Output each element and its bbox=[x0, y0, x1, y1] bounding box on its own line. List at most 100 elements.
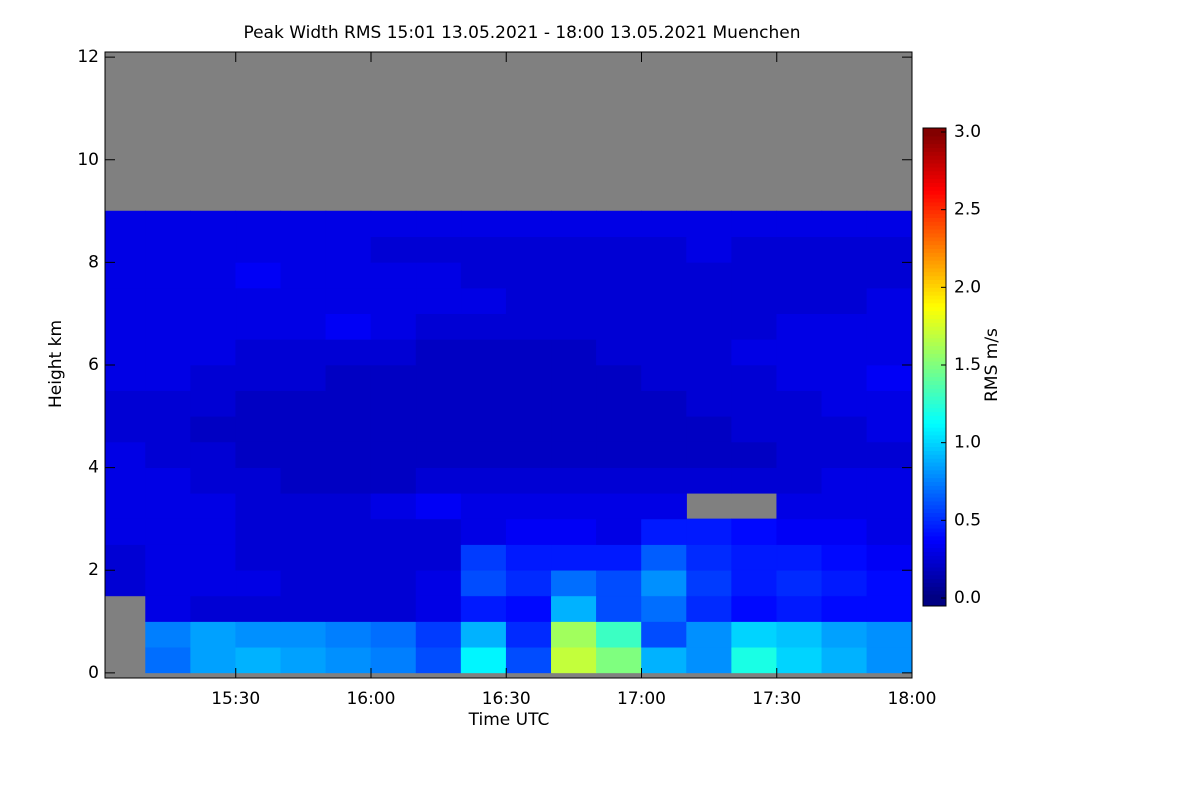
heatmap-cell bbox=[104, 262, 146, 289]
colorbar-segment bbox=[923, 582, 946, 587]
heatmap-cell bbox=[190, 492, 237, 520]
heatmap-cell bbox=[686, 236, 732, 263]
heatmap-cell bbox=[145, 621, 191, 648]
heatmap-cell bbox=[370, 595, 417, 622]
colorbar-segment bbox=[923, 458, 946, 463]
colorbar-segment bbox=[923, 267, 946, 273]
heatmap-cell bbox=[415, 364, 462, 391]
colorbar-segment bbox=[923, 361, 946, 366]
heatmap-cell bbox=[104, 569, 146, 597]
heatmap-cell bbox=[370, 390, 417, 417]
heatmap-cell bbox=[415, 646, 462, 674]
heatmap-cell bbox=[325, 262, 372, 289]
heatmap-cell bbox=[641, 646, 687, 674]
heatmap-cell bbox=[596, 467, 642, 494]
heatmap-cell bbox=[686, 339, 732, 366]
colorbar-segment bbox=[923, 446, 946, 451]
heatmap-cell bbox=[104, 364, 146, 391]
colorbar-segment bbox=[923, 260, 946, 265]
heatmap-cell bbox=[460, 262, 507, 289]
heatmap-cell bbox=[325, 390, 372, 417]
heatmap-cell bbox=[596, 287, 642, 314]
heatmap-cell bbox=[190, 390, 237, 417]
heatmap-cell bbox=[641, 390, 687, 417]
heatmap-cell bbox=[460, 236, 507, 263]
heatmap-cell bbox=[235, 364, 282, 391]
colorbar-segment bbox=[923, 376, 946, 382]
heatmap-cell bbox=[505, 339, 552, 366]
heatmap-cell bbox=[641, 518, 687, 545]
heatmap-cell bbox=[686, 416, 732, 443]
colorbar-segment bbox=[923, 481, 946, 486]
colorbar-segment bbox=[923, 314, 946, 319]
heatmap-cell bbox=[145, 492, 191, 520]
heatmap-cell bbox=[731, 236, 778, 263]
heatmap-cell bbox=[596, 236, 642, 263]
heatmap-cell bbox=[596, 262, 642, 289]
heatmap-cell bbox=[776, 210, 823, 238]
heatmap-cell bbox=[235, 339, 282, 366]
heatmap-cell bbox=[731, 313, 778, 340]
heatmap-cell bbox=[190, 339, 237, 366]
heatmap-cell bbox=[505, 262, 552, 289]
colorbar-segment bbox=[923, 485, 946, 490]
heatmap-cell bbox=[866, 236, 913, 263]
heatmap-cell bbox=[505, 287, 552, 314]
colorbar-segment bbox=[923, 236, 946, 242]
heatmap-cell bbox=[866, 313, 913, 340]
y-tick-label: 6 bbox=[88, 355, 99, 375]
colorbar-segment bbox=[923, 178, 946, 183]
colorbar-segment bbox=[923, 248, 946, 253]
heatmap-cell bbox=[505, 390, 552, 417]
heatmap-cell bbox=[145, 518, 191, 545]
heatmap-cell bbox=[370, 236, 417, 263]
heatmap-cell bbox=[104, 492, 146, 520]
heatmap-cell bbox=[190, 467, 237, 494]
heatmap-cell bbox=[460, 467, 507, 494]
colorbar-segment bbox=[923, 302, 946, 308]
heatmap-cell bbox=[460, 364, 507, 391]
colorbar-segment bbox=[923, 345, 946, 350]
heatmap-cell bbox=[280, 441, 327, 468]
heatmap-cell bbox=[596, 441, 642, 468]
heatmap-cell bbox=[866, 467, 913, 494]
colorbar-segment bbox=[923, 310, 946, 316]
heatmap-cell bbox=[145, 210, 191, 238]
heatmap-cell bbox=[641, 262, 687, 289]
heatmap-cell bbox=[370, 210, 417, 238]
colorbar-segment bbox=[923, 563, 946, 568]
colorbar-segment bbox=[923, 462, 946, 467]
colorbar-label: RMS m/s bbox=[982, 328, 1002, 402]
heatmap-cell bbox=[460, 287, 507, 314]
heatmap-cell bbox=[280, 416, 327, 443]
heatmap-cell bbox=[776, 313, 823, 340]
heatmap-cell bbox=[235, 416, 282, 443]
colorbar-segment bbox=[923, 287, 946, 292]
colorbar-segment bbox=[923, 166, 946, 172]
heatmap-cell bbox=[280, 236, 327, 263]
heatmap-cell bbox=[551, 569, 597, 597]
colorbar-segment bbox=[923, 298, 946, 304]
heatmap-cell bbox=[551, 287, 597, 314]
colorbar-segment bbox=[923, 384, 946, 389]
heatmap-cell bbox=[776, 287, 823, 314]
colorbar-segment bbox=[923, 357, 946, 362]
heatmap-cell bbox=[190, 646, 237, 674]
heatmap-cell bbox=[821, 236, 868, 263]
heatmap-cell bbox=[280, 467, 327, 494]
y-tick-label: 10 bbox=[77, 150, 99, 170]
colorbar-segment bbox=[923, 454, 946, 459]
colorbar-segment bbox=[923, 423, 946, 428]
heatmap-cell bbox=[370, 467, 417, 494]
colorbar-segment bbox=[923, 143, 946, 149]
colorbar-segment bbox=[923, 469, 946, 475]
heatmap-cell bbox=[686, 313, 732, 340]
heatmap-cell bbox=[596, 621, 642, 648]
colorbar-tick-label: 3.0 bbox=[954, 122, 981, 142]
x-tick-label: 16:00 bbox=[346, 689, 395, 709]
heatmap-cell bbox=[415, 518, 462, 545]
heatmap-cell bbox=[505, 544, 552, 571]
y-axis-label: Height km bbox=[46, 320, 66, 408]
colorbar-segment bbox=[923, 213, 946, 218]
heatmap-cell bbox=[866, 646, 913, 674]
